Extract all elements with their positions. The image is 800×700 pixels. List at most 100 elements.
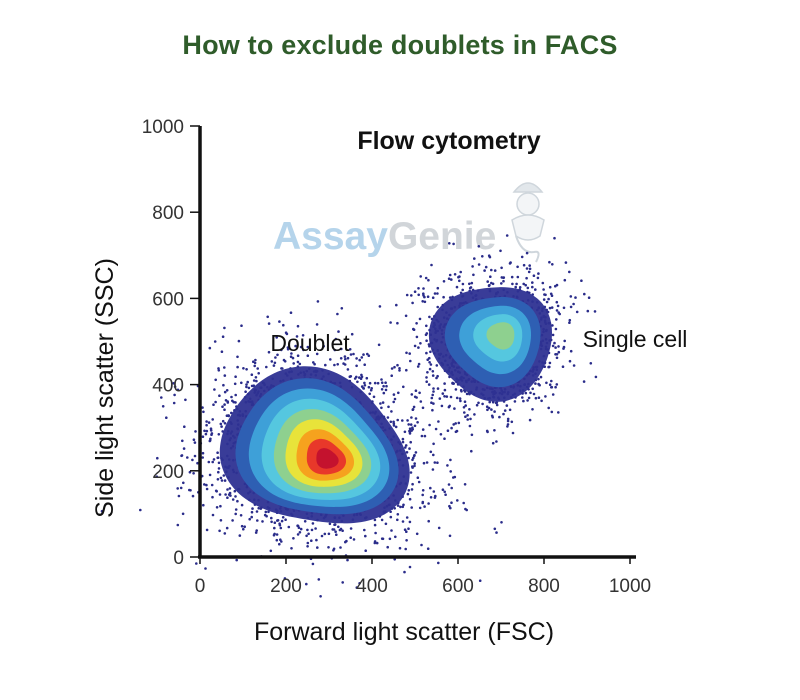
event-point [211, 495, 214, 499]
event-point [432, 453, 435, 457]
event-point [340, 347, 343, 351]
event-point [182, 447, 186, 450]
event-point [234, 495, 237, 498]
event-point [343, 355, 347, 358]
event-point [448, 404, 452, 408]
event-point [270, 516, 273, 520]
event-point [230, 395, 233, 399]
event-point [447, 483, 451, 486]
x-tick-label: 800 [528, 576, 560, 597]
event-point [398, 369, 401, 372]
event-point [192, 438, 196, 442]
event-point [432, 390, 435, 393]
event-point [440, 404, 444, 408]
event-point [257, 372, 261, 375]
event-point [487, 406, 491, 410]
event-point [173, 385, 177, 389]
event-point [181, 439, 184, 443]
event-point [315, 538, 318, 542]
event-point [432, 387, 435, 390]
event-point [331, 528, 335, 531]
event-point [510, 275, 514, 279]
event-point [360, 373, 363, 377]
event-point [416, 476, 420, 480]
event-point [306, 545, 309, 548]
event-point [524, 391, 528, 395]
event-point [195, 562, 198, 565]
event-point [372, 395, 376, 399]
event-point [223, 390, 227, 394]
event-point [411, 301, 414, 305]
event-point [555, 300, 559, 304]
event-point [419, 342, 422, 345]
event-point [489, 275, 492, 279]
event-point [412, 405, 416, 409]
event-point [223, 532, 227, 535]
event-point [192, 472, 195, 475]
event-point [240, 381, 243, 385]
event-point [273, 526, 276, 530]
event-point [503, 409, 507, 412]
event-point [500, 282, 503, 285]
event-point [545, 381, 548, 385]
event-point [219, 519, 223, 522]
event-point [207, 421, 211, 424]
event-point [218, 529, 221, 533]
event-point [323, 532, 327, 536]
event-point [215, 506, 219, 509]
event-point [255, 510, 259, 513]
event-point [455, 396, 459, 400]
event-point [296, 533, 300, 536]
event-point [448, 242, 451, 245]
watermark-text-assay: Assay [273, 215, 388, 258]
event-point [569, 305, 573, 309]
event-point [370, 387, 374, 390]
event-point [466, 418, 470, 421]
event-point [401, 505, 405, 509]
event-point [254, 376, 258, 379]
event-point [213, 340, 217, 343]
event-point [247, 386, 251, 390]
event-point [401, 520, 405, 523]
event-point [541, 281, 545, 285]
event-point [269, 549, 273, 553]
x-tick-label: 600 [442, 576, 474, 597]
event-point [522, 263, 526, 267]
event-point [201, 451, 205, 455]
event-point [450, 486, 454, 490]
event-point [221, 335, 225, 339]
event-point [196, 461, 199, 465]
event-point [436, 461, 439, 465]
y-tick-label: 200 [152, 462, 184, 483]
event-point [427, 383, 431, 386]
event-point [355, 375, 358, 379]
event-point [443, 395, 446, 398]
event-point [473, 413, 476, 416]
event-point [406, 492, 410, 496]
event-point [290, 352, 293, 355]
event-point [229, 494, 232, 497]
y-tick-label: 400 [152, 376, 184, 397]
event-point [418, 506, 422, 510]
event-point [257, 506, 261, 510]
event-point [392, 400, 396, 404]
event-point [428, 361, 431, 364]
event-point [532, 274, 536, 278]
event-point [425, 380, 429, 384]
event-point [280, 540, 283, 543]
event-point [525, 276, 528, 280]
event-point [569, 349, 573, 353]
event-point [431, 408, 434, 412]
event-point [230, 411, 233, 415]
event-point [313, 362, 316, 366]
event-point [545, 300, 549, 304]
event-point [542, 288, 545, 291]
event-point [352, 538, 356, 541]
event-point [441, 488, 445, 492]
event-point [534, 288, 537, 291]
event-point [263, 513, 267, 517]
event-point [322, 344, 326, 348]
event-point [284, 331, 288, 335]
event-point [226, 488, 229, 491]
